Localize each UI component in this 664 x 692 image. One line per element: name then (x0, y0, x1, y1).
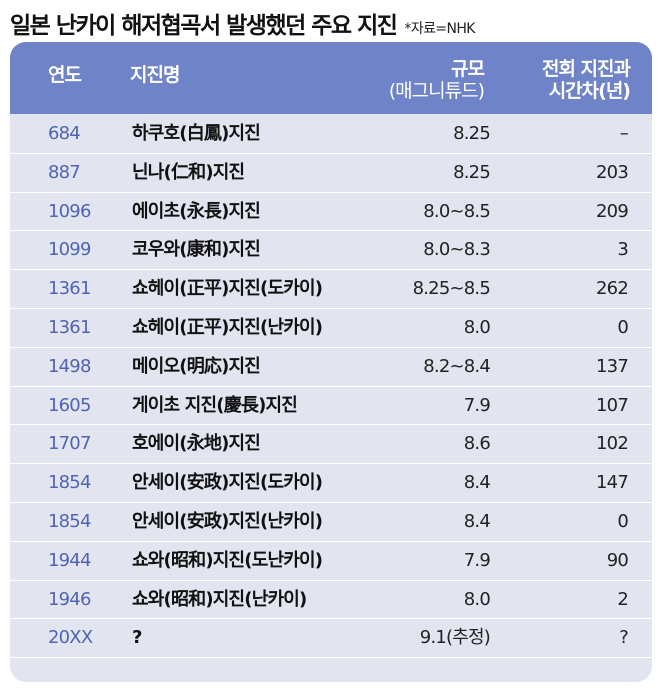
earthquake-table: 연도 지진명 규모 (매그니튜드) 전회 지진과 시간차(년) 684 하쿠호(白… (10, 42, 652, 682)
table-row: 1946 쇼와(昭和)지진(난카이) 8.0 2 (10, 581, 652, 620)
cell-interval: 137 (596, 355, 629, 377)
cell-magnitude: 8.25 (453, 123, 491, 144)
cell-magnitude: 8.0~8.5 (423, 200, 491, 222)
cell-interval: ? (619, 627, 629, 649)
table-row: 1854 안세이(安政)지진(난카이) 8.4 0 (10, 503, 652, 542)
cell-magnitude: 8.0 (463, 588, 491, 610)
cell-magnitude: 8.2~8.4 (423, 355, 491, 377)
cell-name: 안세이(安政)지진(도카이) (132, 472, 323, 494)
cell-year: 1854 (48, 472, 91, 494)
table-header: 연도 지진명 규모 (매그니튜드) 전회 지진과 시간차(년) (10, 42, 652, 114)
cell-interval: – (619, 123, 629, 144)
cell-magnitude: 8.0~8.3 (423, 239, 491, 261)
cell-name: 쇼와(昭和)지진(난카이) (132, 588, 307, 610)
title-row: 일본 난카이 해저협곡서 발생했던 주요 지진 *자료=NHK (10, 6, 476, 42)
cell-year: 20XX (48, 627, 93, 649)
cell-year: 1605 (48, 394, 91, 416)
cell-name: 안세이(安政)지진(난카이) (132, 510, 323, 532)
table-row: 1707 호에이(永地)지진 8.6 102 (10, 425, 652, 465)
table-row: 1096 에이초(永長)지진 8.0~8.5 209 (10, 193, 652, 232)
page-title: 일본 난카이 해저협곡서 발생했던 주요 지진 (10, 13, 398, 39)
table-row: 1099 코우와(康和)지진 8.0~8.3 3 (10, 231, 652, 271)
cell-interval: 147 (596, 472, 629, 494)
cell-interval: 209 (596, 200, 629, 222)
cell-magnitude: 8.6 (463, 433, 491, 455)
cell-year: 1944 (48, 549, 91, 571)
cell-interval: 107 (596, 394, 629, 416)
source-note: *자료=NHK (404, 21, 475, 37)
cell-name: 쇼헤이(正平)지진(난카이) (132, 316, 323, 338)
column-header-magnitude-sub: (매그니튜드) (388, 80, 485, 102)
table-row: 887 닌나(仁和)지진 8.25 203 (10, 154, 652, 193)
cell-interval: 2 (617, 588, 628, 610)
cell-magnitude: 7.9 (463, 394, 491, 416)
cell-name: ? (132, 627, 142, 649)
table-row: 1361 쇼헤이(正平)지진(도카이) 8.25~8.5 262 (10, 270, 652, 309)
table-row: 1361 쇼헤이(正平)지진(난카이) 8.0 0 (10, 309, 652, 348)
cell-year: 1854 (48, 510, 91, 532)
cell-interval: 3 (617, 239, 628, 261)
table-row: 20XX? 9.1(추정)? (10, 619, 652, 659)
cell-year: 1498 (48, 355, 91, 377)
cell-interval: 0 (617, 316, 628, 338)
cell-name: 코우와(康和)지진 (132, 239, 261, 261)
column-header-magnitude-label: 규모 (451, 58, 485, 80)
cell-year: 1361 (48, 278, 91, 300)
table-row: 1944 쇼와(昭和)지진(도난카이) 7.9 90 (10, 542, 652, 581)
cell-year: 1361 (48, 316, 91, 338)
column-header-name: 지진명 (130, 64, 180, 86)
cell-name: 에이초(永長)지진 (132, 200, 261, 222)
cell-interval: 203 (596, 161, 629, 183)
cell-name: 쇼와(昭和)지진(도난카이) (132, 549, 323, 571)
cell-magnitude: 8.25 (453, 161, 491, 183)
cell-name: 호에이(永地)지진 (132, 433, 261, 455)
cell-magnitude: 8.4 (463, 510, 491, 532)
cell-year: 1946 (48, 588, 91, 610)
table-row: 684 하쿠호(白鳳)지진 8.25 – (10, 115, 652, 154)
cell-magnitude: 7.9 (463, 549, 491, 571)
cell-year: 887 (48, 161, 81, 183)
cell-name: 닌나(仁和)지진 (132, 161, 245, 183)
table-row: 1854 안세이(安政)지진(도카이) 8.4 147 (10, 464, 652, 503)
cell-interval: 90 (606, 549, 629, 571)
cell-name: 하쿠호(白鳳)지진 (132, 123, 261, 144)
cell-interval: 102 (596, 433, 629, 455)
table-row: 1605 게이초 지진(慶長)지진 7.9 107 (10, 387, 652, 426)
cell-year: 1707 (48, 433, 91, 455)
cell-name: 쇼헤이(正平)지진(도카이) (132, 278, 323, 300)
column-header-interval: 전회 지진과 시간차(년) (541, 58, 631, 102)
column-header-year: 연도 (48, 64, 82, 86)
cell-magnitude: 8.0 (463, 316, 491, 338)
cell-magnitude: 8.25~8.5 (412, 278, 491, 300)
table-row: 1498 메이오(明応)지진 8.2~8.4 137 (10, 348, 652, 387)
cell-year: 684 (48, 123, 81, 144)
cell-name: 게이초 지진(慶長)지진 (132, 394, 298, 416)
column-header-interval-sub: 시간차(년) (548, 80, 631, 102)
cell-name: 메이오(明応)지진 (132, 355, 261, 377)
cell-interval: 262 (596, 278, 629, 300)
cell-interval: 0 (617, 510, 628, 532)
cell-year: 1096 (48, 200, 91, 222)
cell-magnitude: 9.1(추정) (419, 627, 491, 649)
table-body: 684 하쿠호(白鳳)지진 8.25–887 닌나(仁和)지진 8.25 203 1096 에… (10, 115, 652, 659)
column-header-interval-label: 전회 지진과 (541, 58, 631, 80)
cell-magnitude: 8.4 (463, 472, 491, 494)
column-header-magnitude: 규모 (매그니튜드) (388, 58, 485, 102)
cell-year: 1099 (48, 239, 91, 261)
